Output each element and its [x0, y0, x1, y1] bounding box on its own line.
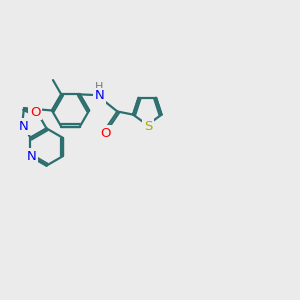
Text: O: O	[30, 106, 40, 118]
Text: H: H	[95, 82, 103, 92]
Text: N: N	[19, 120, 28, 133]
Text: S: S	[144, 120, 152, 133]
Text: N: N	[94, 89, 104, 102]
Text: O: O	[100, 127, 111, 140]
Text: N: N	[27, 150, 37, 163]
